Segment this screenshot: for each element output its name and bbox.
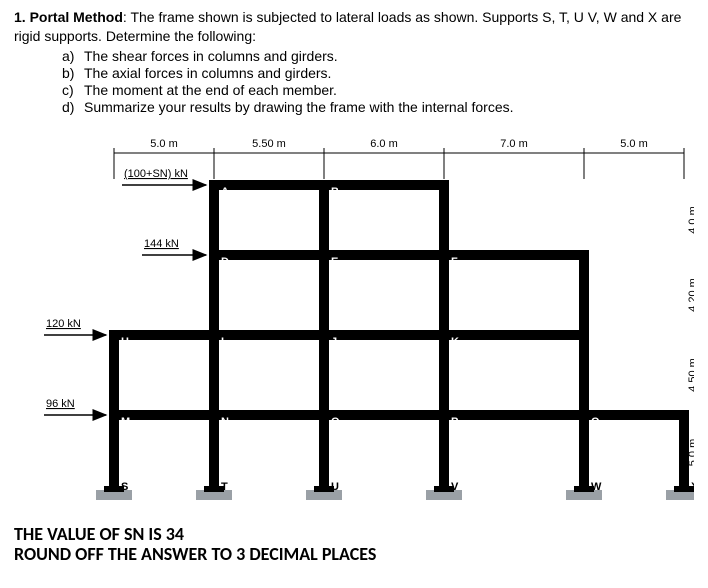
- frame-figure: 5.0 m 5.50 m 6.0 m 7.0 m 5.0 m 5.0 m 4.50 m 4.2…: [14, 125, 694, 525]
- problem-title: Portal Method: [30, 9, 123, 25]
- svg-text:B: B: [331, 186, 339, 198]
- sub-question-list: a)The shear forces in columns and girder…: [62, 48, 694, 115]
- list-item: a)The shear forces in columns and girder…: [62, 48, 694, 64]
- item-label: b): [62, 65, 84, 81]
- item-text: The shear forces in columns and girders.: [84, 48, 338, 64]
- svg-text:4.20 m: 4.20 m: [687, 278, 694, 312]
- item-label: d): [62, 99, 84, 115]
- svg-text:M: M: [121, 416, 130, 428]
- svg-text:5.0 m: 5.0 m: [150, 138, 178, 150]
- svg-text:D: D: [221, 256, 229, 268]
- svg-text:144 kN: 144 kN: [144, 238, 179, 250]
- svg-text:Q: Q: [591, 416, 600, 428]
- svg-text:120 kN: 120 kN: [46, 318, 81, 330]
- svg-text:K: K: [451, 336, 459, 348]
- problem-number: 1.: [14, 9, 26, 25]
- svg-text:(100+SN) kN: (100+SN) kN: [124, 168, 188, 180]
- svg-text:U: U: [331, 481, 339, 493]
- list-item: b)The axial forces in columns and girder…: [62, 65, 694, 81]
- question-block: 1. Portal Method: The frame shown is sub…: [14, 8, 694, 46]
- item-label: c): [62, 82, 84, 98]
- svg-text:J: J: [331, 336, 337, 348]
- list-item: d)Summarize your results by drawing the …: [62, 99, 694, 115]
- svg-text:A: A: [221, 186, 229, 198]
- svg-text:G: G: [591, 256, 600, 268]
- item-text: The axial forces in columns and girders.: [84, 65, 331, 81]
- svg-text:R: R: [691, 416, 694, 428]
- item-text: The moment at the end of each member.: [84, 82, 337, 98]
- round-note: ROUND OFF THE ANSWER TO 3 DECIMAL PLACES: [14, 543, 694, 565]
- svg-text:I: I: [221, 336, 224, 348]
- frame-svg: 5.0 m 5.50 m 6.0 m 7.0 m 5.0 m 5.0 m 4.50 m 4.2…: [14, 125, 694, 525]
- svg-text:L: L: [591, 336, 598, 348]
- svg-text:4.0 m: 4.0 m: [687, 206, 694, 234]
- svg-text:H: H: [121, 336, 129, 348]
- svg-text:S: S: [121, 481, 128, 493]
- svg-text:V: V: [451, 481, 459, 493]
- sn-note: THE VALUE OF SN IS 34: [14, 523, 694, 545]
- svg-text:O: O: [331, 416, 340, 428]
- svg-text:C: C: [451, 186, 459, 198]
- svg-text:4.50 m: 4.50 m: [687, 358, 694, 392]
- svg-text:96 kN: 96 kN: [46, 398, 75, 410]
- svg-text:E: E: [331, 256, 338, 268]
- svg-text:X: X: [691, 481, 694, 493]
- svg-text:F: F: [451, 256, 458, 268]
- svg-text:T: T: [221, 481, 228, 493]
- svg-text:5.50 m: 5.50 m: [252, 138, 286, 150]
- svg-text:N: N: [221, 416, 229, 428]
- svg-text:P: P: [451, 416, 458, 428]
- svg-text:7.0 m: 7.0 m: [500, 138, 528, 150]
- list-item: c)The moment at the end of each member.: [62, 82, 694, 98]
- item-text: Summarize your results by drawing the fr…: [84, 99, 514, 115]
- svg-text:W: W: [591, 481, 602, 493]
- item-label: a): [62, 48, 84, 64]
- svg-text:6.0 m: 6.0 m: [370, 138, 398, 150]
- svg-text:5.0 m: 5.0 m: [620, 138, 648, 150]
- svg-text:5.0 m: 5.0 m: [687, 439, 694, 467]
